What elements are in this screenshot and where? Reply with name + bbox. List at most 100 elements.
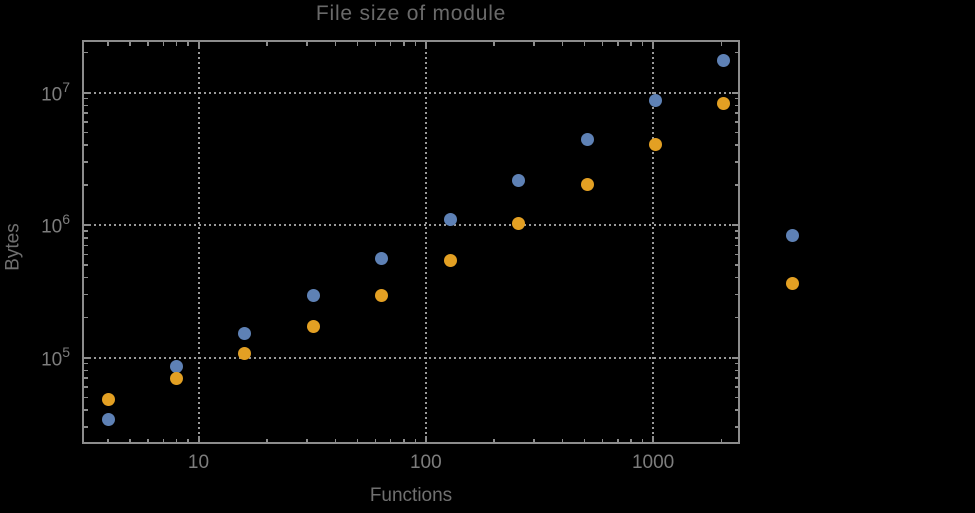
scatter-point-orange bbox=[169, 372, 183, 386]
y-tick-left-800000 bbox=[84, 237, 88, 239]
scatter-point-blue bbox=[306, 289, 320, 303]
scatter-point-blue bbox=[580, 132, 594, 146]
y-tick-right-700000 bbox=[734, 244, 738, 247]
gridline-y-100000 bbox=[84, 356, 738, 359]
y-tick-left-2000000 bbox=[84, 184, 88, 186]
y-tick-left-9000000 bbox=[84, 97, 88, 100]
x-tick-bottom-300 bbox=[533, 438, 535, 442]
y-tick-left-3000000 bbox=[84, 161, 88, 163]
x-tick-top-800 bbox=[630, 42, 632, 46]
x-tick-bottom-400 bbox=[561, 438, 564, 442]
x-tick-label-10: 10 bbox=[187, 452, 210, 473]
scatter-point-blue bbox=[443, 213, 457, 227]
y-tick-right-400000 bbox=[734, 276, 738, 279]
scatter-point-blue bbox=[101, 413, 115, 427]
y-tick-left-50000 bbox=[84, 396, 88, 399]
y-axis-label: Bytes bbox=[2, 223, 24, 271]
y-tick-left-30000 bbox=[84, 426, 88, 428]
y-tick-left-7000000 bbox=[84, 112, 88, 114]
x-tick-bottom-2000 bbox=[720, 438, 723, 442]
x-tick-top-10 bbox=[197, 42, 200, 49]
y-tick-left-4000000 bbox=[84, 144, 88, 146]
scatter-point-blue bbox=[169, 359, 183, 373]
x-tick-bottom-500 bbox=[583, 438, 586, 442]
x-tick-top-70 bbox=[389, 42, 392, 46]
y-tick-right-10000000 bbox=[731, 91, 738, 94]
x-tick-bottom-1000 bbox=[652, 435, 655, 442]
y-tick-left-80000 bbox=[84, 369, 88, 372]
x-tick-bottom-80 bbox=[403, 438, 405, 442]
x-tick-bottom-7 bbox=[162, 438, 165, 442]
y-tick-left-400000 bbox=[84, 276, 88, 279]
gridline-x-10 bbox=[197, 42, 200, 442]
y-tick-left-300000 bbox=[84, 293, 88, 296]
x-tick-bottom-100 bbox=[424, 435, 427, 442]
y-tick-left-8000000 bbox=[84, 104, 88, 107]
x-tick-top-200 bbox=[493, 42, 495, 46]
y-tick-left-70000 bbox=[84, 377, 88, 379]
x-tick-top-90 bbox=[414, 42, 417, 46]
y-tick-label-10e7: 107 bbox=[41, 78, 70, 105]
y-tick-left-40000 bbox=[84, 409, 88, 411]
x-tick-top-900 bbox=[641, 42, 644, 46]
y-tick-left-90000 bbox=[84, 362, 88, 365]
x-tick-top-20 bbox=[266, 42, 268, 46]
scatter-point-orange bbox=[443, 253, 457, 267]
x-tick-bottom-10 bbox=[197, 435, 200, 442]
y-tick-label-10e6: 106 bbox=[41, 211, 70, 238]
scatter-point-orange bbox=[785, 277, 799, 291]
x-tick-label-1000: 1000 bbox=[631, 452, 675, 473]
x-tick-top-30 bbox=[306, 42, 308, 46]
x-tick-top-60 bbox=[374, 42, 377, 46]
x-tick-bottom-60 bbox=[374, 438, 377, 442]
x-tick-top-4 bbox=[107, 42, 109, 46]
x-tick-top-300 bbox=[533, 42, 535, 46]
x-tick-top-7 bbox=[162, 42, 165, 46]
y-tick-right-500000 bbox=[734, 264, 738, 266]
gridline-y-10000000 bbox=[84, 91, 738, 94]
y-tick-right-900000 bbox=[734, 230, 738, 232]
y-tick-right-6000000 bbox=[734, 121, 738, 123]
x-axis-label: Functions bbox=[369, 485, 453, 506]
y-tick-left-1000000 bbox=[84, 224, 91, 226]
x-tick-bottom-30 bbox=[306, 438, 308, 442]
y-tick-right-200000 bbox=[734, 316, 738, 319]
plot-frame bbox=[82, 40, 740, 444]
scatter-point-blue bbox=[375, 252, 389, 266]
scatter-point-blue bbox=[648, 94, 662, 107]
y-tick-left-500000 bbox=[84, 264, 88, 266]
x-tick-top-100 bbox=[424, 42, 427, 49]
x-tick-bottom-800 bbox=[630, 438, 632, 442]
gridline-x-1000 bbox=[652, 42, 655, 442]
x-tick-bottom-9 bbox=[187, 438, 189, 442]
scatter-point-blue bbox=[717, 54, 731, 68]
x-tick-top-400 bbox=[561, 42, 564, 46]
x-tick-bottom-900 bbox=[641, 438, 644, 442]
y-tick-left-200000 bbox=[84, 316, 88, 319]
x-tick-bottom-70 bbox=[389, 438, 392, 442]
x-tick-bottom-5 bbox=[129, 438, 131, 442]
y-tick-label-10e5: 105 bbox=[41, 343, 70, 370]
x-tick-top-500 bbox=[583, 42, 586, 46]
y-tick-right-60000 bbox=[734, 386, 738, 388]
y-tick-right-800000 bbox=[734, 237, 738, 239]
y-tick-right-8000000 bbox=[734, 104, 738, 107]
x-tick-bottom-4 bbox=[107, 438, 109, 442]
y-tick-left-60000 bbox=[84, 386, 88, 388]
y-tick-right-600000 bbox=[734, 253, 738, 256]
y-tick-left-100000 bbox=[84, 356, 91, 359]
x-tick-top-80 bbox=[403, 42, 405, 46]
y-tick-right-20000000 bbox=[734, 51, 738, 54]
x-tick-top-8 bbox=[175, 42, 178, 46]
x-tick-top-2000 bbox=[720, 42, 723, 46]
y-tick-right-4000000 bbox=[734, 144, 738, 146]
y-tick-right-90000 bbox=[734, 362, 738, 365]
y-tick-right-5000000 bbox=[734, 131, 738, 134]
x-tick-top-50 bbox=[356, 42, 359, 46]
x-tick-top-600 bbox=[601, 42, 604, 46]
x-tick-bottom-90 bbox=[414, 438, 417, 442]
scatter-point-orange bbox=[238, 347, 252, 361]
gridline-x-100 bbox=[424, 42, 427, 442]
y-tick-right-7000000 bbox=[734, 112, 738, 114]
y-tick-right-30000 bbox=[734, 426, 738, 428]
